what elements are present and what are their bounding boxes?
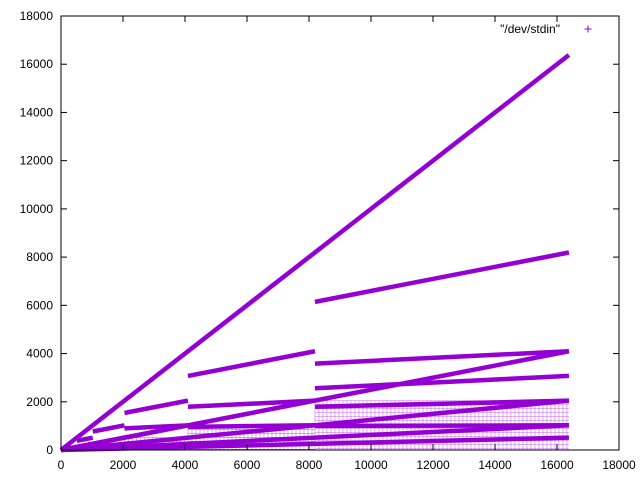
y-tick-label: 0 <box>46 443 53 457</box>
x-tick-label: 4000 <box>172 458 199 472</box>
legend-label: "/dev/stdin" <box>500 22 560 36</box>
data-segment <box>92 423 125 434</box>
data-segment <box>187 349 316 379</box>
x-tick-label: 14000 <box>478 458 512 472</box>
x-tick-label: 2000 <box>110 458 137 472</box>
data-segment <box>76 435 94 443</box>
data-segment <box>314 398 569 410</box>
legend: "/dev/stdin" <box>500 22 592 36</box>
y-tick-label: 8000 <box>26 250 53 264</box>
legend-marker <box>584 25 592 33</box>
data-segment <box>314 250 570 305</box>
data-layer <box>59 53 571 453</box>
x-tick-label: 6000 <box>234 458 261 472</box>
x-tick-label: 12000 <box>416 458 450 472</box>
y-tick-label: 2000 <box>26 395 53 409</box>
data-segment <box>59 53 571 452</box>
y-tick-label: 4000 <box>26 347 53 361</box>
x-tick-label: 18000 <box>602 458 636 472</box>
x-tick-label: 8000 <box>296 458 323 472</box>
y-tick-label: 18000 <box>20 9 54 23</box>
data-segment <box>314 373 570 391</box>
x-tick-label: 16000 <box>540 458 574 472</box>
axes-layer: 0 2000 4000 6000 8000 10000 12000 14000 16000 180… <box>20 9 636 472</box>
x-tick-label: 0 <box>58 458 65 472</box>
x-tick-label: 10000 <box>354 458 388 472</box>
y-tick-label: 12000 <box>20 154 54 168</box>
plot-frame <box>60 15 620 451</box>
data-segment <box>124 398 189 416</box>
data-segment <box>187 398 316 410</box>
y-tick-label: 16000 <box>20 57 54 71</box>
y-tick-label: 10000 <box>20 202 54 216</box>
data-segment <box>60 435 569 453</box>
data-segment <box>187 423 315 430</box>
y-tick-label: 14000 <box>20 105 54 119</box>
y-tick-label: 6000 <box>26 298 53 312</box>
data-segment <box>314 348 570 366</box>
